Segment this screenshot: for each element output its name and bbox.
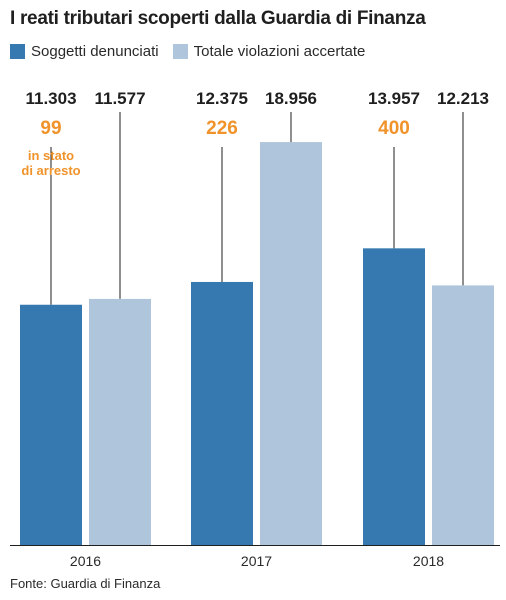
value-label-2017-s1: 18.956 (265, 89, 317, 108)
bar-2016-s1 (89, 298, 151, 545)
value-label-2018-s0: 13.957 (368, 89, 420, 108)
x-tick-2016: 2016 (70, 553, 101, 569)
legend-swatch-violazioni (172, 44, 188, 59)
x-tick-2018: 2018 (413, 553, 444, 569)
x-tick-2017: 2017 (241, 553, 272, 569)
arrest-value-2016: 99 (40, 118, 61, 139)
legend: Soggetti denunciati Totale violazioni ac… (10, 43, 379, 60)
bar-2018-s1 (432, 285, 494, 545)
bar-2018-s0 (363, 248, 425, 545)
legend-swatch-soggetti (10, 44, 25, 59)
arrest-note-line-1: di arresto (21, 163, 80, 178)
source-note: Fonte: Guardia di Finanza (10, 576, 161, 591)
arrest-note-line-0: in stato (28, 148, 74, 163)
legend-item-soggetti: Soggetti denunciati (10, 43, 159, 60)
bar-2017-s1 (260, 142, 322, 546)
arrest-value-2017: 226 (206, 118, 238, 139)
value-label-2016-s1: 11.577 (94, 89, 145, 108)
value-label-2017-s0: 12.375 (196, 89, 248, 108)
bar-2017-s0 (191, 281, 253, 545)
arrest-value-2018: 400 (378, 118, 410, 139)
legend-item-violazioni: Totale violazioni accertate (172, 43, 366, 60)
value-label-2016-s0: 11.303 (25, 89, 76, 108)
bar-2016-s0 (20, 304, 82, 545)
legend-label-violazioni: Totale violazioni accertate (193, 43, 366, 60)
chart-title: I reati tributari scoperti dalla Guardia… (10, 8, 426, 29)
legend-label-soggetti: Soggetti denunciati (31, 43, 159, 60)
value-label-2018-s1: 12.213 (437, 89, 489, 108)
